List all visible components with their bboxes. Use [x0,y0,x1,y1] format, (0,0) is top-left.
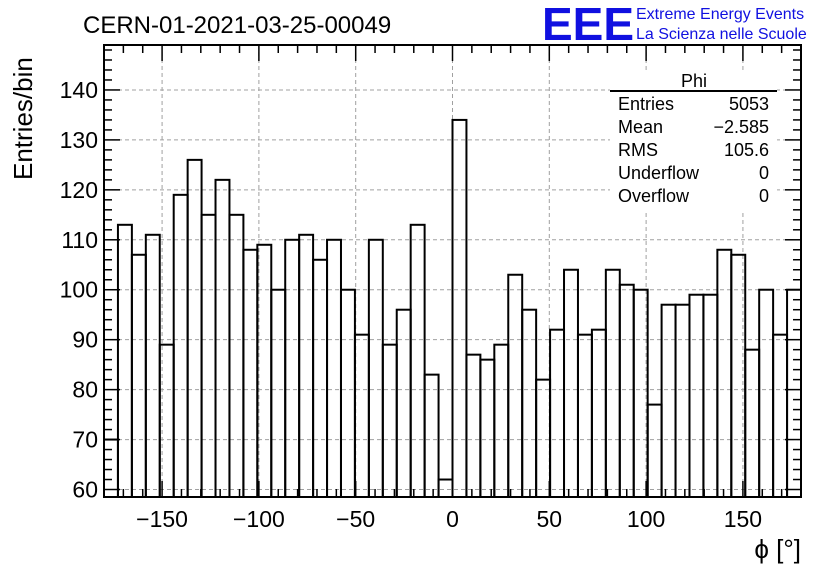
histogram-bin [604,268,621,498]
histogram-bin [298,233,315,498]
logo-mark: EEE [542,0,634,50]
y-tick-label: 140 [60,77,98,103]
histogram-bin [688,293,705,498]
stats-label: RMS [618,140,658,160]
histogram-bin [576,333,593,498]
stats-label: Mean [618,117,663,137]
histogram-bin [549,328,566,498]
histogram-bin [200,213,217,498]
x-tick-label: 50 [537,506,563,532]
x-tick-label: −150 [136,506,188,532]
histogram-bin [590,328,607,498]
logo: EEE Extreme Energy Events La Scienza nel… [542,0,807,50]
stats-label: Entries [618,94,674,114]
y-tick-label: 90 [72,327,98,353]
histogram-bin [256,243,273,498]
histogram-bin [339,288,356,498]
histogram-bin [660,303,677,498]
x-tick-label: 0 [446,506,459,532]
histogram-bin [130,253,147,498]
histogram-bin [521,308,538,498]
histogram-bin [493,343,510,499]
stats-value: 5053 [729,94,769,114]
stats-value: 105.6 [724,140,769,160]
x-tick-label: −100 [233,506,285,532]
histogram-bin [144,233,161,498]
logo-line-1: Extreme Energy Events [636,6,804,23]
histogram-bin [702,293,719,498]
histogram-layer [103,118,802,499]
histogram-bin [758,288,775,498]
tick-labels-layer: 60 70 80 90 100 110 120 130 140 −150 −100 −50 0 50 100… [60,77,762,532]
histogram-bin [214,178,231,498]
histogram-bin [674,303,691,498]
chart-title: CERN-01-2021-03-25-00049 [83,12,391,39]
histogram-bin [507,273,524,498]
histogram-bin [535,378,552,498]
histogram-bin [326,238,342,499]
stats-label: Underflow [618,163,700,183]
histogram-bin [381,343,398,499]
histogram-bin [786,288,802,498]
y-tick-label: 60 [72,477,98,503]
stats-value: 0 [759,186,769,206]
histogram-bin [479,358,496,499]
x-axis-title: ϕ [°] [754,534,801,564]
stats-value: 0 [759,163,769,183]
stats-value: −2.585 [713,117,769,137]
histogram-bin [409,223,426,498]
y-tick-label: 120 [60,177,98,203]
y-axis-title: Entries/bin [8,57,38,180]
y-tick-label: 110 [61,227,98,253]
logo-line-2: La Scienza nelle Scuole [636,26,807,43]
histogram-bin [646,403,663,498]
histogram-bin [437,478,454,499]
histogram-bin [186,158,203,498]
y-tick-label: 80 [72,377,98,403]
y-tick-label: 130 [60,127,98,153]
histogram-bin [423,373,440,498]
histogram-bin [632,288,649,498]
stats-label: Overflow [618,186,690,206]
histogram-bin [242,248,259,498]
histogram-bin [103,438,119,498]
histogram-bin [563,268,579,498]
histogram-bin [395,308,412,498]
x-tick-label: 150 [724,506,762,532]
histogram-bin [451,118,468,499]
histogram-bin [367,238,384,499]
stats-box: Phi Entries 5053 Mean −2.585 RMS 105.6 U… [610,71,777,211]
histogram-bin [618,283,635,498]
histogram-bin [716,248,733,498]
histogram-bin [772,333,789,498]
histogram-bin [228,213,245,498]
histogram-bin [116,223,133,498]
y-tick-label: 100 [60,277,98,303]
histogram-bin [284,238,301,499]
x-tick-label: 100 [627,506,665,532]
histogram-bin [353,333,370,498]
histogram-bin [312,258,329,498]
ticks-layer [103,45,802,497]
x-tick-label: −50 [336,506,375,532]
stats-title: Phi [681,71,707,91]
histogram-bin [744,348,761,499]
y-tick-label: 70 [72,427,98,453]
stats-box-background [610,71,777,211]
histogram-bin [270,288,287,498]
histogram-bin [465,353,482,499]
